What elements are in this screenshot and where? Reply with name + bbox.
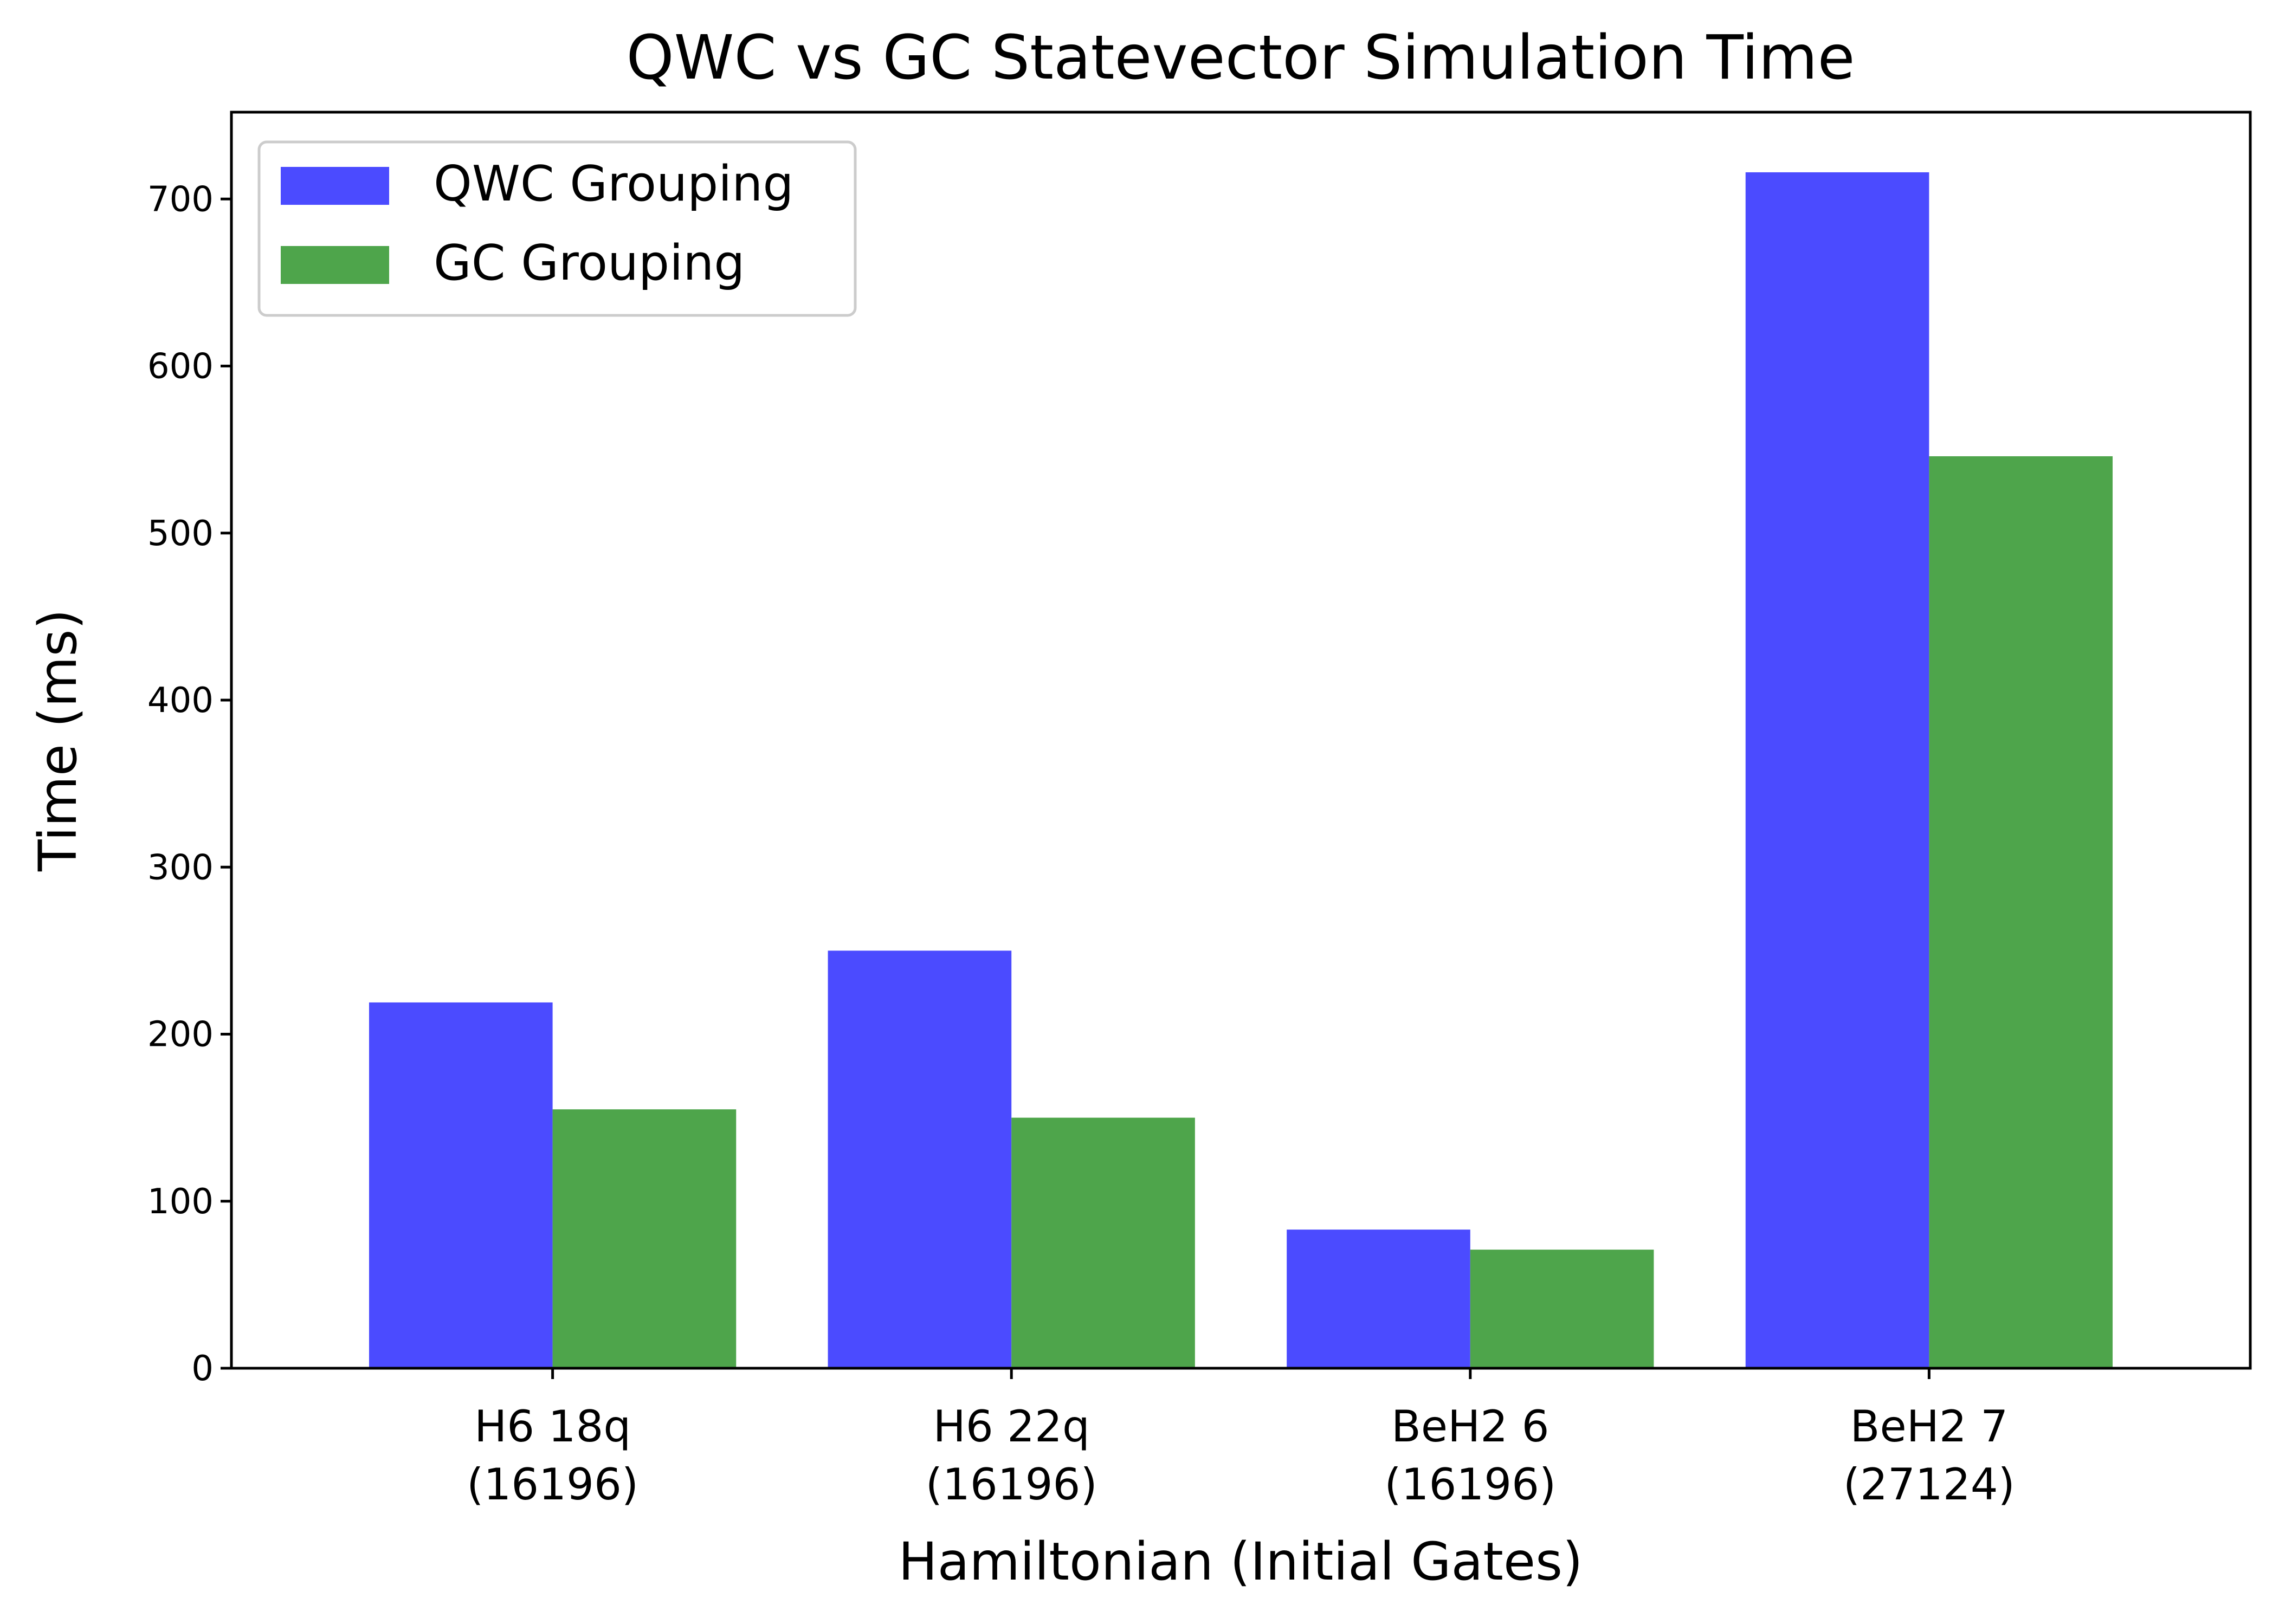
legend-label: QWC Grouping (434, 156, 793, 212)
bar-gc-grouping-1 (1011, 1117, 1195, 1368)
y-axis: 0 100 200 300 400 500 600 700 (147, 179, 231, 1389)
legend-swatch (281, 167, 389, 205)
bar-qwc-grouping-0 (369, 1002, 553, 1368)
y-tick-label: 600 (147, 347, 214, 387)
y-tick-label: 500 (147, 514, 214, 554)
x-tick-label-line2: (16196) (926, 1459, 1097, 1510)
x-tick-label-line2: (16196) (467, 1459, 638, 1510)
legend-box (257, 140, 857, 317)
bar-qwc-grouping-2 (1287, 1230, 1470, 1368)
y-tick-label: 200 (147, 1015, 214, 1055)
x-tick-label-line1: H6 18q (474, 1401, 631, 1452)
y-tick-label: 700 (147, 179, 214, 219)
plot-frame (230, 111, 2252, 1370)
x-tick-label-line2: (27124) (1843, 1459, 2015, 1510)
x-axis-label: Hamiltonian (Initial Gates) (899, 1531, 1583, 1592)
x-tick-label-line2: (16196) (1384, 1459, 1556, 1510)
legend: QWC Grouping GC Grouping (257, 140, 857, 317)
x-tick-label-line1: BeH2 6 (1391, 1401, 1549, 1452)
y-tick-label: 0 (191, 1349, 214, 1389)
legend-swatch (281, 246, 389, 284)
y-tick-label: 300 (147, 847, 214, 888)
bar-gc-grouping-3 (1929, 456, 2113, 1368)
chart-title: QWC vs GC Statevector Simulation Time (626, 23, 1855, 93)
y-tick-label: 400 (147, 681, 214, 721)
x-tick-label-line1: H6 22q (933, 1401, 1090, 1452)
y-axis-label: Time (ms) (28, 609, 88, 872)
bar-gc-grouping-2 (1470, 1250, 1654, 1368)
bar-qwc-grouping-3 (1745, 172, 1929, 1369)
x-axis: H6 18q (16196) H6 22q (16196) BeH2 6 (16196) B… (467, 1368, 2015, 1510)
bar-qwc-grouping-1 (828, 950, 1012, 1368)
bar-gc-grouping-0 (552, 1109, 737, 1368)
y-tick-label: 100 (147, 1182, 214, 1222)
legend-label: GC Grouping (434, 235, 745, 292)
x-tick-label-line1: BeH2 7 (1850, 1401, 2008, 1452)
bar-group (369, 172, 2113, 1369)
